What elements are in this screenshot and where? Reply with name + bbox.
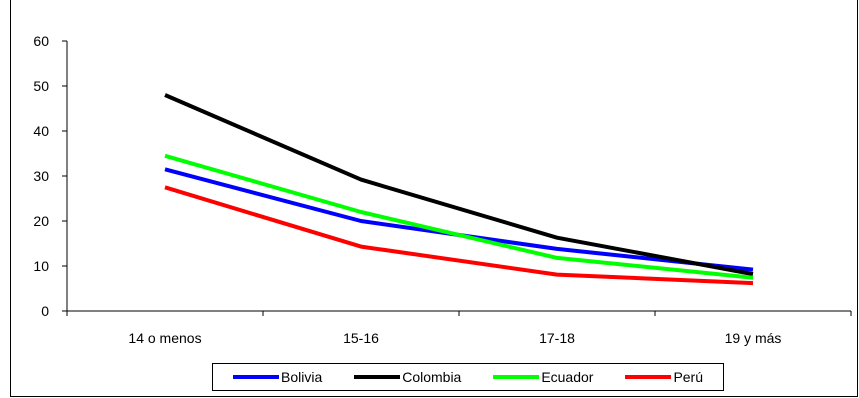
legend-item-bolivia: Bolivia xyxy=(232,369,323,385)
legend-item-ecuador: Ecuador xyxy=(493,369,593,385)
y-tick-label: 50 xyxy=(33,78,49,94)
x-tick-label: 17-18 xyxy=(539,330,575,346)
x-tick-label: 15-16 xyxy=(343,330,379,346)
legend-label: Bolivia xyxy=(280,369,323,385)
series-line-bolivia xyxy=(164,167,754,272)
series-line-ecuador xyxy=(164,153,754,280)
legend-label: Perú xyxy=(673,369,704,385)
series-lines xyxy=(164,93,754,286)
x-tick-label: 19 y más xyxy=(725,330,782,346)
legend: Bolivia Colombia Ecuador Perú xyxy=(212,363,724,391)
legend-item-colombia: Colombia xyxy=(354,369,461,385)
y-tick-label: 30 xyxy=(33,168,49,184)
legend-label: Colombia xyxy=(402,369,462,385)
axes xyxy=(62,40,852,316)
chart-area xyxy=(10,0,858,397)
legend-swatch xyxy=(493,375,540,379)
tick-labels: 0 10 20 30 40 50 60 14 o menos 15-16 17-18 19 y má… xyxy=(33,33,781,346)
y-tick-label: 60 xyxy=(33,33,49,49)
y-tick-label: 40 xyxy=(33,123,49,139)
legend-swatch xyxy=(625,375,672,379)
series-line-peru xyxy=(164,185,754,286)
legend-item-peru: Perú xyxy=(625,369,703,385)
legend-swatch xyxy=(232,375,279,379)
series-line-colombia xyxy=(164,93,754,277)
y-tick-label: 0 xyxy=(41,303,49,319)
y-tick-label: 10 xyxy=(33,258,49,274)
legend-label: Ecuador xyxy=(541,369,594,385)
y-tick-label: 20 xyxy=(33,213,49,229)
x-tick-label: 14 o menos xyxy=(128,330,201,346)
legend-swatch xyxy=(354,375,401,379)
